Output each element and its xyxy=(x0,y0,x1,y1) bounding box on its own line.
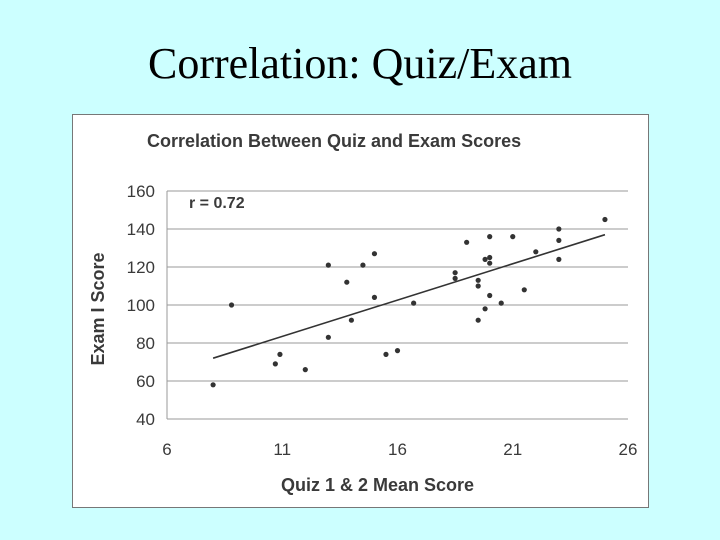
y-tick-label: 160 xyxy=(127,182,155,201)
x-tick-label: 21 xyxy=(503,440,522,459)
data-point xyxy=(482,256,488,262)
data-point xyxy=(371,251,378,257)
y-tick-label: 40 xyxy=(136,410,155,429)
chart-figure: Correlation Between Quiz and Exam Scores… xyxy=(72,114,649,508)
data-point xyxy=(383,351,389,357)
x-tick-label: 6 xyxy=(162,440,171,459)
chart-title: Correlation Between Quiz and Exam Scores xyxy=(147,131,522,151)
data-point xyxy=(498,300,504,306)
y-tick-label: 60 xyxy=(136,372,155,391)
x-tick-label: 26 xyxy=(619,440,638,459)
data-point xyxy=(228,302,235,308)
data-point xyxy=(348,317,354,323)
data-point xyxy=(394,348,401,354)
y-tick-label: 100 xyxy=(127,296,155,315)
y-tick-label: 140 xyxy=(127,220,155,239)
trend-line xyxy=(212,233,606,359)
data-point xyxy=(272,361,278,367)
data-point xyxy=(452,275,458,281)
data-point xyxy=(452,270,458,276)
data-point xyxy=(533,249,539,255)
correlation-annotation: r = 0.72 xyxy=(189,195,245,212)
data-point xyxy=(464,239,470,245)
scatter-plot: 40 60 80 100 120 140 160 6 11 16 21 26 Quiz 1 & 2 Me… xyxy=(88,182,638,495)
data-point xyxy=(482,306,488,312)
y-tick-label: 120 xyxy=(127,258,155,277)
data-point xyxy=(475,277,481,283)
data-point xyxy=(556,237,562,243)
x-tick-label: 16 xyxy=(388,440,407,459)
y-axis-title: Exam I Score xyxy=(88,252,108,365)
data-point xyxy=(277,351,283,357)
data-point xyxy=(475,283,481,289)
data-point xyxy=(325,334,331,340)
data-point xyxy=(487,260,493,266)
y-tick-label: 80 xyxy=(136,334,155,353)
x-tick-label: 11 xyxy=(273,440,291,459)
data-point xyxy=(360,262,366,268)
x-axis-title: Quiz 1 & 2 Mean Score xyxy=(281,475,474,495)
data-point xyxy=(487,292,493,299)
data-point xyxy=(556,256,562,262)
data-point xyxy=(510,234,516,240)
data-point xyxy=(302,367,308,373)
slide-title: Correlation: Quiz/Exam xyxy=(148,39,572,88)
data-point xyxy=(325,262,331,268)
data-point xyxy=(487,254,493,261)
data-point xyxy=(344,279,350,285)
data-point xyxy=(487,234,493,240)
data-point xyxy=(371,294,378,300)
data-point xyxy=(556,226,562,232)
data-point xyxy=(411,300,417,306)
data-point xyxy=(475,317,481,323)
data-point xyxy=(210,382,216,388)
data-point xyxy=(521,287,527,293)
data-point xyxy=(602,216,608,223)
